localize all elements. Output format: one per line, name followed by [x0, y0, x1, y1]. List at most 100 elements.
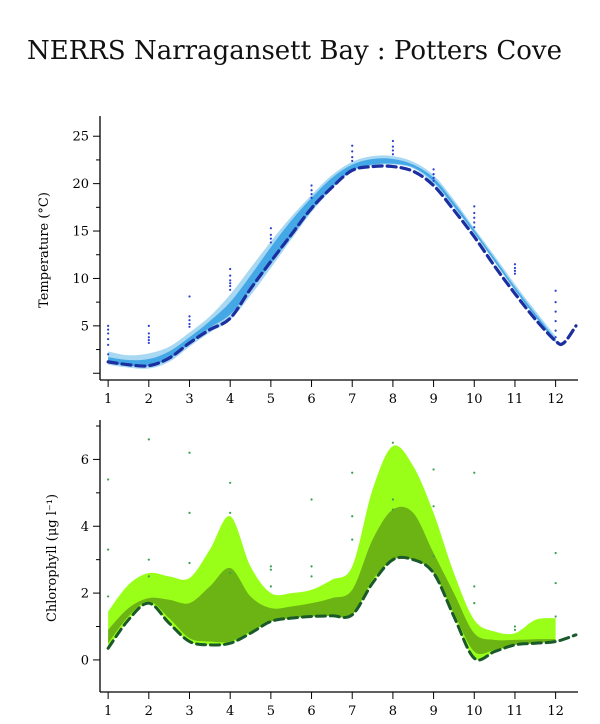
temperature-data-point [147, 341, 150, 345]
temperature-data-point [310, 192, 313, 196]
temperature-y-tick-label: 20 [72, 177, 89, 192]
temperature-data-point [432, 179, 435, 182]
temperature-data-point [554, 310, 557, 313]
chlorophyll-x-tick-label: 10 [466, 704, 483, 719]
temperature-x-tick-label: 9 [429, 392, 437, 407]
temperature-data-point [513, 272, 517, 275]
temperature-data-point [513, 269, 517, 272]
chlorophyll-x-tick-label: 4 [226, 704, 234, 719]
chlorophyll-data-point [229, 511, 232, 514]
temperature-data-point [188, 295, 191, 298]
temperature-x-tick-label: 7 [348, 392, 356, 407]
chlorophyll-data-point [269, 568, 272, 571]
temperature-data-point [554, 329, 557, 332]
temperature-x-tick-label: 4 [226, 392, 234, 407]
temperature-x-tick-label: 11 [507, 392, 524, 407]
temperature-data-point [432, 173, 435, 176]
temperature-data-point [513, 263, 517, 266]
temperature-data-point [351, 159, 354, 162]
chlorophyll-data-point [269, 565, 272, 568]
chlorophyll-y-tick-label: 0 [81, 653, 89, 668]
temperature-y-tick-label: 25 [72, 130, 89, 145]
temperature-data-point [229, 279, 232, 282]
chlorophyll-x-tick-label: 9 [429, 704, 437, 719]
temperature-data-point [188, 319, 191, 322]
chlorophyll-data-point [351, 538, 354, 541]
chlorophyll-data-point [391, 498, 395, 501]
temperature-x-tick-label: 10 [466, 392, 483, 407]
chlorophyll-data-point [513, 625, 517, 628]
temperature-data-point [147, 338, 150, 342]
temperature-data-point [188, 322, 191, 326]
chlorophyll-data-point [473, 471, 476, 474]
temperature-data-point [351, 155, 354, 159]
chlorophyll-data-point [432, 468, 435, 471]
chlorophyll-data-point [147, 575, 150, 578]
temperature-data-point [432, 176, 435, 180]
chlorophyll-inner-band [108, 506, 556, 655]
chlorophyll-data-point [107, 548, 110, 551]
chlorophyll-data-point [351, 471, 354, 474]
temperature-data-point [473, 226, 476, 229]
temperature-data-point [473, 205, 476, 208]
temperature-x-tick-label: 6 [307, 392, 315, 407]
chlorophyll-data-point [107, 478, 110, 481]
temperature-x-tick-label: 2 [145, 392, 153, 407]
chlorophyll-mean-line [106, 555, 578, 662]
temperature-data-point [513, 266, 517, 270]
temperature-data-point [147, 332, 150, 335]
chlorophyll-data-point [269, 585, 272, 588]
temperature-data-point [554, 320, 557, 323]
temperature-data-point [432, 168, 435, 171]
temperature-data-point [107, 343, 110, 346]
temperature-x-tick-label: 5 [267, 392, 275, 407]
temperature-data-point [391, 153, 395, 156]
chlorophyll-data-point [188, 561, 191, 565]
chlorophyll-y-tick-label: 6 [81, 453, 89, 468]
chlorophyll-data-point [554, 581, 557, 585]
chlorophyll-data-point [188, 451, 191, 454]
temperature-data-point [188, 325, 191, 328]
chlorophyll-x-tick-label: 8 [389, 704, 397, 719]
temperature-data-point [229, 267, 232, 271]
temperature-data-point [229, 282, 232, 285]
chlorophyll-x-tick-label: 2 [145, 704, 153, 719]
chlorophyll-data-point [513, 628, 517, 631]
temperature-data-point [107, 328, 110, 331]
temperature-data-point [473, 216, 476, 219]
temperature-x-tick-label: 8 [389, 392, 397, 407]
temperature-data-point [107, 332, 110, 335]
temperature-data-point [229, 288, 232, 291]
temperature-data-point [269, 227, 272, 230]
temperature-data-point [229, 284, 232, 288]
chlorophyll-data-point [391, 508, 395, 511]
chlorophyll-x-tick-label: 6 [307, 704, 315, 719]
temperature-data-point [310, 184, 313, 187]
temperature-data-point [147, 324, 150, 327]
temperature-data-point [147, 336, 150, 339]
chlorophyll-data-point [432, 555, 435, 558]
page-title: NERRS Narragansett Bay : Potters Cove [27, 36, 562, 66]
chlorophyll-data-point [147, 438, 150, 441]
chlorophyll-data-point [351, 515, 354, 518]
temperature-data-point [188, 315, 191, 318]
temperature-inner-band [108, 158, 556, 367]
temperature-data-point [391, 139, 395, 143]
temperature-data-point [473, 221, 476, 224]
chlorophyll-x-tick-label: 3 [185, 704, 193, 719]
temperature-data-point [351, 150, 354, 153]
chlorophyll-data-point [310, 498, 313, 501]
chlorophyll-data-point [310, 565, 313, 568]
chlorophyll-data-point [107, 595, 110, 598]
chlorophyll-data-point [432, 505, 435, 508]
chlorophyll-x-tick-label: 7 [348, 704, 356, 719]
chlorophyll-y-tick-label: 2 [81, 587, 89, 602]
temperature-data-point [310, 189, 313, 192]
chlorophyll-data-point [229, 481, 232, 484]
chlorophyll-x-tick-label: 5 [267, 704, 275, 719]
temperature-y-tick-label: 15 [72, 225, 89, 240]
temperature-data-point [391, 149, 395, 152]
temperature-y-tick-label: 5 [81, 319, 89, 334]
